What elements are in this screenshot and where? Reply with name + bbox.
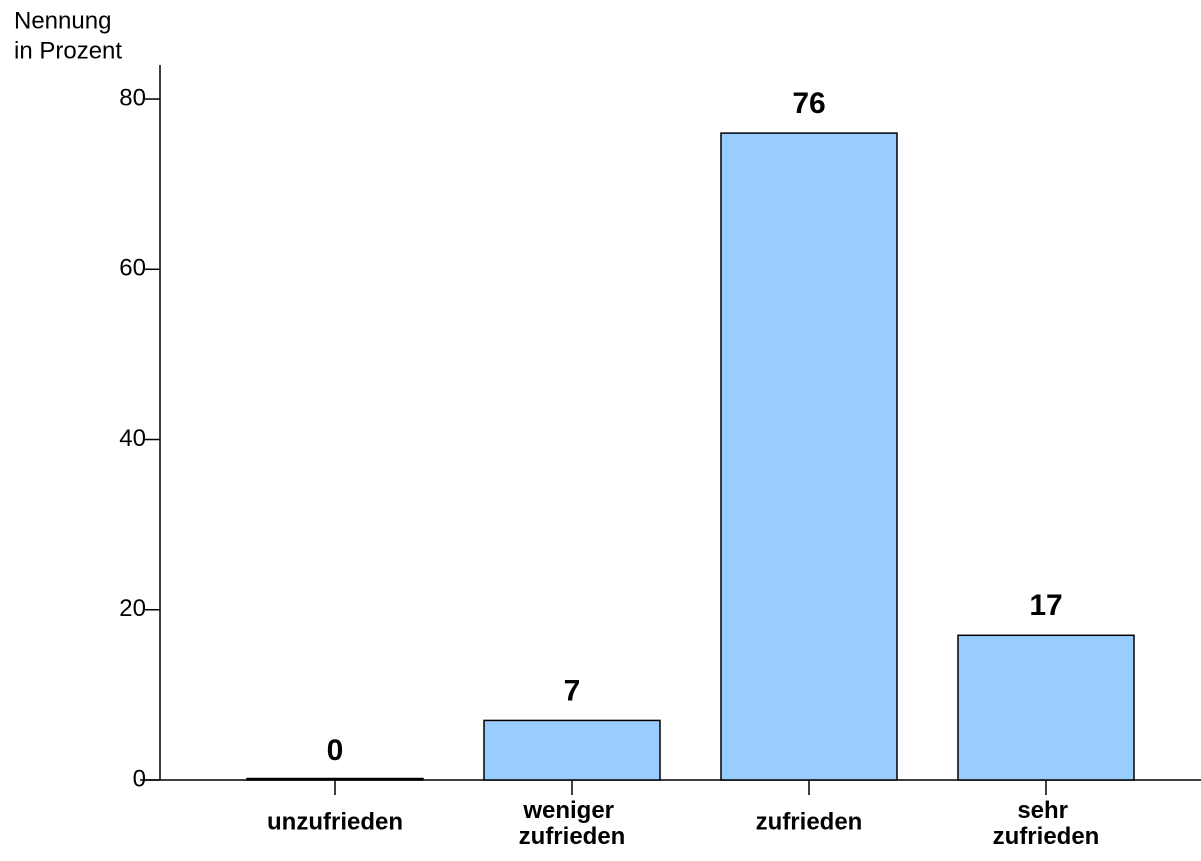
x-tick-label: sehr zufrieden bbox=[993, 797, 1100, 850]
x-tick-label: weniger zufrieden bbox=[519, 797, 626, 850]
y-tick-label: 20 bbox=[119, 595, 146, 622]
bar bbox=[246, 777, 424, 781]
value-label: 7 bbox=[564, 674, 581, 707]
bar bbox=[483, 719, 661, 781]
x-tick-label: zufrieden bbox=[756, 808, 863, 835]
y-axis-label: Nennung bbox=[14, 7, 111, 34]
y-axis-label: in Prozent bbox=[14, 37, 122, 64]
y-tick-label: 40 bbox=[119, 425, 146, 452]
x-tick-label: unzufrieden bbox=[267, 808, 403, 835]
bar bbox=[720, 132, 898, 781]
bar bbox=[957, 634, 1135, 781]
y-tick-label: 80 bbox=[119, 84, 146, 111]
y-tick-label: 60 bbox=[119, 255, 146, 282]
y-tick-label: 0 bbox=[133, 765, 146, 792]
value-label: 17 bbox=[1029, 589, 1062, 622]
value-label: 0 bbox=[327, 734, 344, 767]
value-label: 76 bbox=[792, 87, 825, 120]
